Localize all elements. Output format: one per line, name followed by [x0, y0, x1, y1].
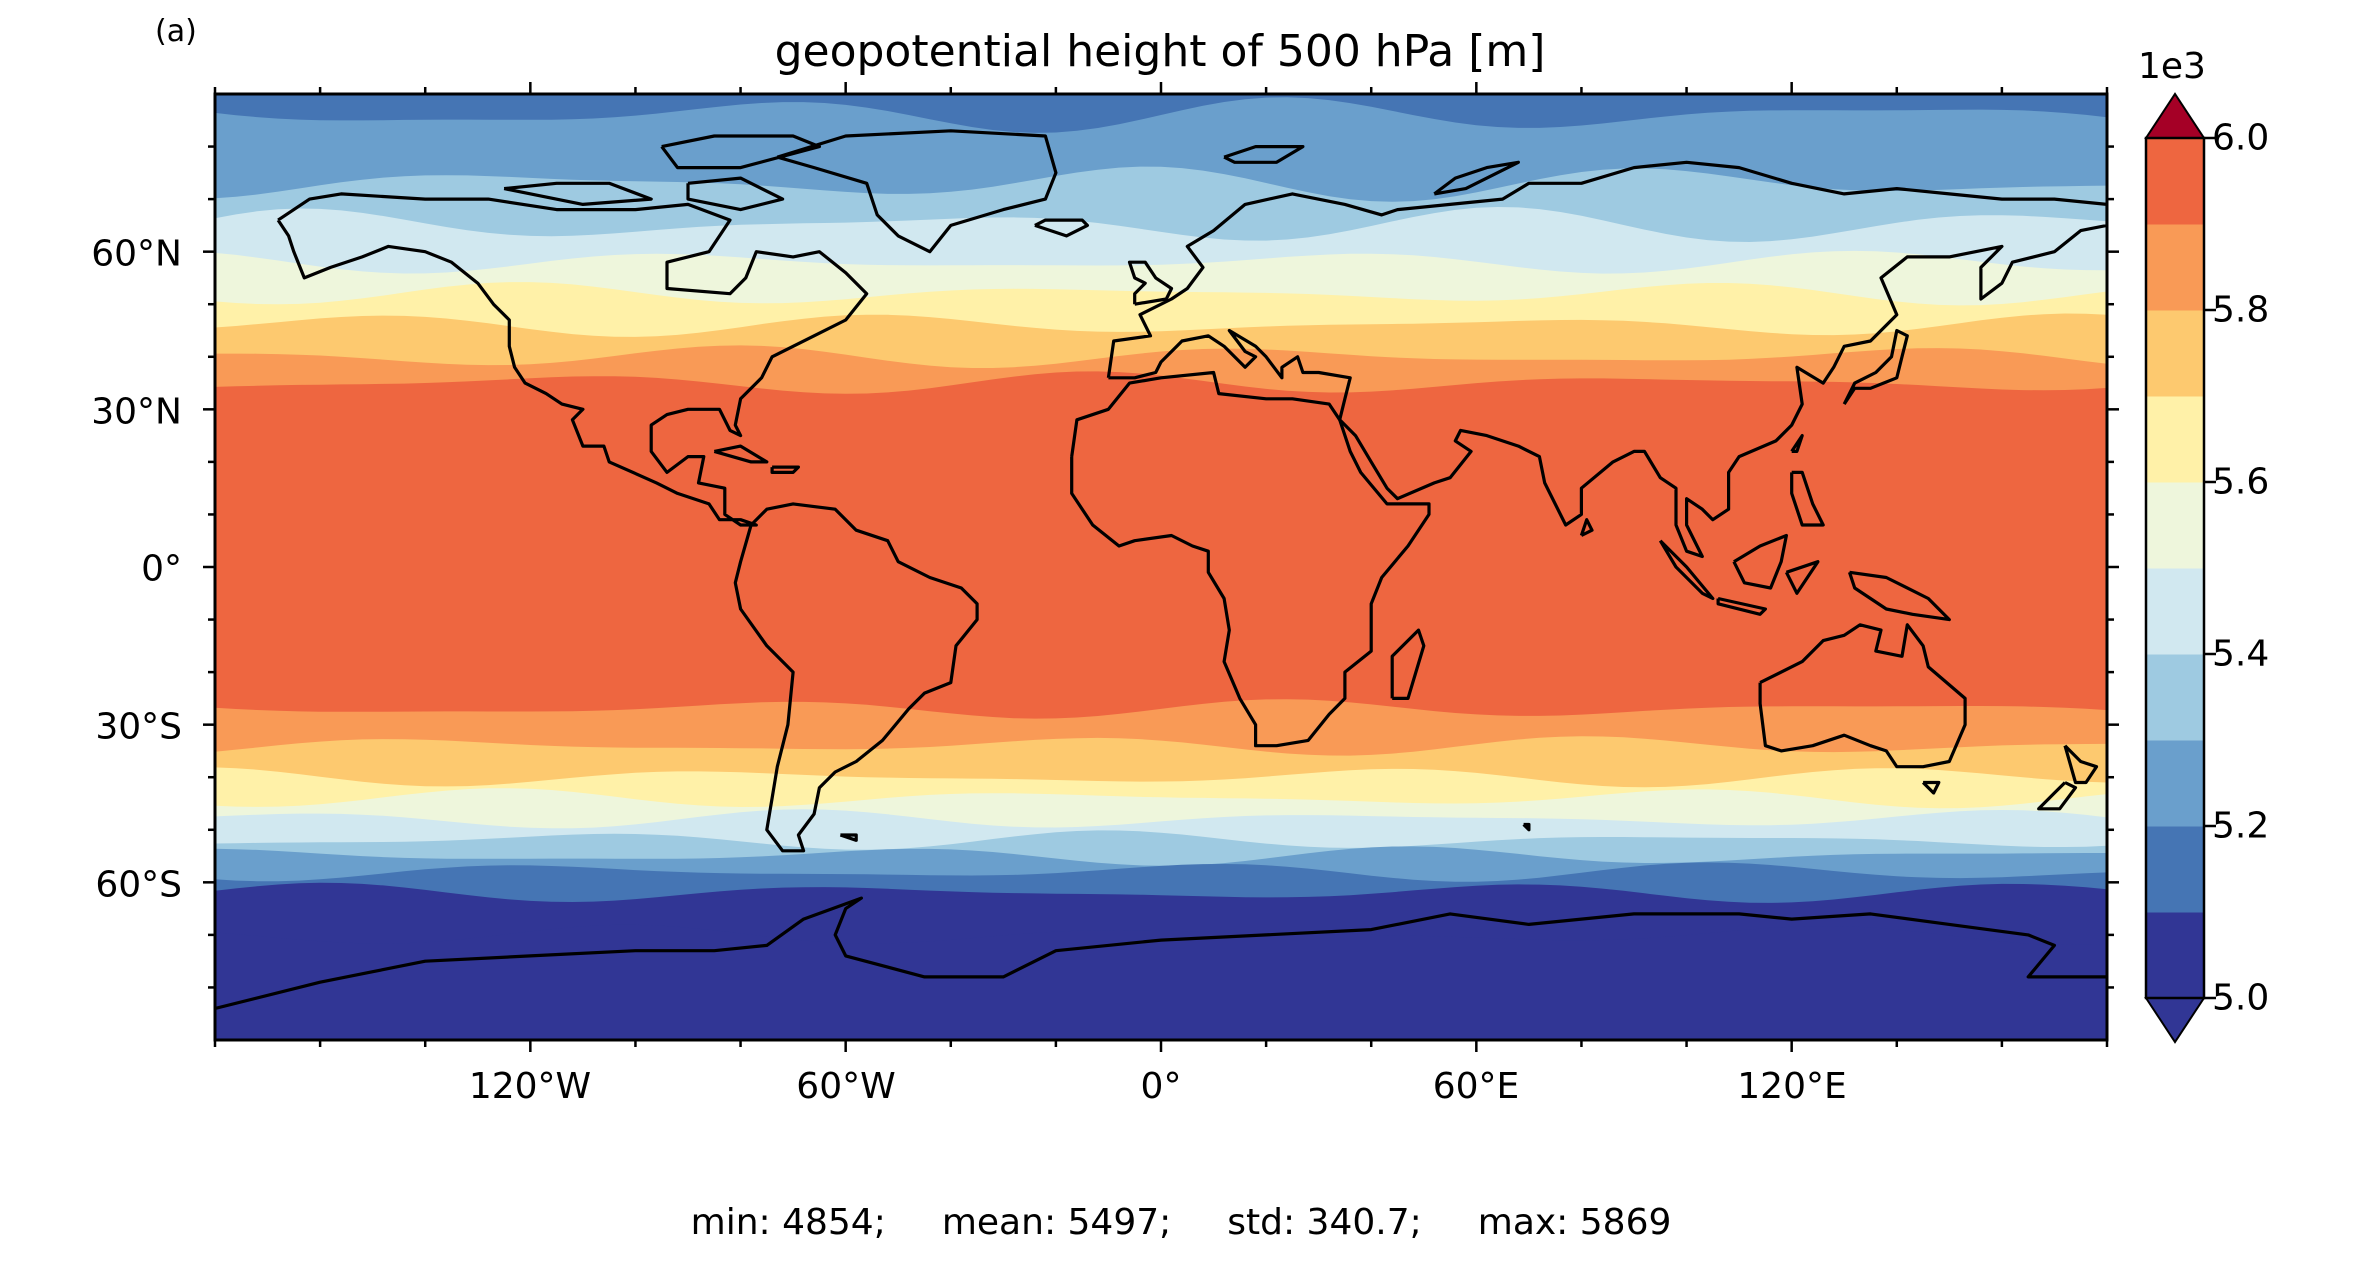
coastlines — [215, 129, 2107, 1011]
coastline-segment — [839, 833, 858, 842]
colorbar — [2144, 92, 2216, 1044]
x-tick-60e: 60°E — [1432, 1066, 1520, 1107]
coastline-segment — [733, 502, 979, 853]
colorbar-under-arrow — [2144, 997, 2206, 1044]
colorbar-tick-label: 5.8 — [2212, 289, 2270, 331]
stat-max: max: 5869 — [1477, 1202, 1672, 1243]
coastline-segment — [1847, 570, 1951, 622]
coastline-segment — [713, 444, 769, 464]
coastline-segment — [1790, 434, 1804, 453]
y-tick-30n: 30°N — [91, 391, 182, 433]
colorbar-segment — [2146, 826, 2204, 913]
colorbar-segment — [2146, 912, 2204, 999]
coastline-segment — [1784, 560, 1820, 595]
colorbar-segment — [2146, 482, 2204, 569]
coastline-segment — [215, 896, 2107, 1011]
stat-min: min: 4854; — [690, 1202, 886, 1243]
coastline-segment — [2037, 781, 2078, 811]
coastline-segment — [1842, 328, 1909, 405]
contour-band-south — [215, 924, 2107, 1040]
y-tick-30s: 30°S — [95, 706, 182, 748]
colorbar-segment — [2146, 740, 2204, 827]
coastline-segment — [1522, 822, 1531, 832]
coastline-segment — [770, 465, 800, 474]
contour-band-north — [215, 94, 2107, 133]
coastline-segment — [1658, 539, 1715, 601]
x-tick-60w: 60°W — [796, 1066, 896, 1107]
coastline-segment — [1790, 470, 1825, 527]
colorbar-tick-label: 5.2 — [2212, 805, 2270, 847]
coastline-segment — [1034, 218, 1089, 238]
colorbar-tick-label: 5.6 — [2212, 461, 2270, 503]
y-tick-60s: 60°S — [95, 864, 182, 906]
coastline-segment — [776, 129, 1058, 254]
coastline-segment — [503, 181, 653, 206]
map-title: geopotential height of 500 hPa [m] — [774, 26, 1546, 77]
coastline-segment — [2063, 744, 2099, 785]
colorbar-segment — [2146, 654, 2204, 741]
y-tick-60n: 60°N — [91, 233, 182, 275]
stat-mean: mean: 5497; — [941, 1202, 1172, 1243]
coastline-segment — [1921, 780, 1941, 795]
coastline-segment — [1127, 260, 1174, 306]
coastline-segment — [276, 192, 869, 527]
colorbar-frame — [2144, 136, 2206, 1000]
panel-label: (a) — [155, 14, 197, 49]
colorbar-segment — [2146, 310, 2204, 397]
x-tick-0: 0° — [1140, 1066, 1182, 1107]
axis-ticks — [203, 82, 2119, 1052]
coastline-segment — [1579, 518, 1594, 537]
colorbar-segment — [2146, 224, 2204, 311]
y-tick-0: 0° — [141, 548, 182, 590]
x-tick-120w: 120°W — [468, 1066, 592, 1107]
colorbar-over-arrow — [2144, 92, 2206, 139]
coastline-segment — [1390, 628, 1426, 700]
contour-band-north — [215, 94, 2107, 202]
stats-line: min: 4854; mean: 5497; std: 340.7; max: 586… — [0, 1202, 2362, 1243]
coastline-segment — [1106, 160, 2107, 559]
colorbar-tick-label: 6.0 — [2212, 117, 2270, 159]
colorbar-segment — [2146, 568, 2204, 655]
coastline-segment — [686, 176, 785, 212]
coastline-segment — [1758, 623, 1967, 769]
contour-bands — [215, 94, 2107, 1040]
colorbar-tick-label: 5.0 — [2212, 977, 2270, 1019]
colorbar-segment — [2146, 138, 2204, 225]
colorbar-exponent: 1e3 — [2138, 46, 2206, 87]
coastline-segment — [1433, 160, 1520, 196]
coastline-segment — [1716, 596, 1767, 616]
colorbar-tick-label: 5.4 — [2212, 633, 2270, 675]
stat-std: std: 340.7; — [1227, 1202, 1422, 1243]
colorbar-segment — [2146, 396, 2204, 483]
coastline-segment — [1223, 145, 1305, 164]
coastline-segment — [1732, 533, 1788, 590]
coastline-segment — [660, 134, 821, 170]
coastline-segment — [1070, 370, 1431, 748]
x-tick-120e: 120°E — [1737, 1066, 1847, 1107]
